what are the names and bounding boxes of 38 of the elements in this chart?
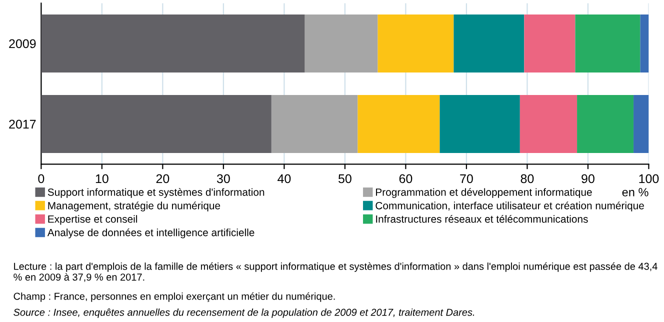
bar: [640, 14, 649, 72]
y-tick-label: 2009: [9, 39, 36, 48]
legend-label: Support informatique et systèmes d'information: [48, 188, 264, 198]
bar: [41, 94, 272, 153]
bar: [577, 94, 634, 153]
x-axis-title: en %: [622, 188, 648, 196]
x-tick-label: 40: [278, 174, 291, 184]
bar: [41, 14, 305, 72]
x-tick-label: 100: [639, 174, 659, 184]
bar: [520, 94, 578, 153]
x-tick-label: 90: [582, 174, 594, 184]
source-note: Source : Insee, enquêtes annuelles du recensement de la population de 2009 et 2017, traitement Dares.: [14, 308, 474, 318]
x-tick-label: 0: [38, 174, 44, 184]
x-tick-label: 80: [520, 174, 534, 184]
x-tick-label: 60: [399, 174, 412, 184]
bar: [304, 14, 378, 72]
bar: [575, 14, 640, 72]
bar: [271, 94, 358, 153]
text: Champ : France, personnes en emploi exerçant un métier du numérique.: [14, 292, 335, 302]
legend-label: Infrastructures réseaux et télécommunications: [376, 214, 588, 223]
legend-label: Expertise et conseil: [48, 215, 138, 225]
x-tick-label: 20: [156, 174, 170, 184]
text: Lecture : la part d'emplois de la famille de métiers « support informatique et systèmes d'information » dans l'emploi numérique est passée de 43,4 % en 2009 à 37,9 % en 2017.: [14, 262, 658, 282]
legend-label: Analyse de données et intelligence artificielle: [47, 228, 254, 238]
bar: [358, 94, 440, 153]
bar: [440, 94, 520, 153]
x-tick-label: 10: [96, 174, 108, 184]
x-tick-label: 70: [460, 174, 473, 184]
x-tick-label: 30: [216, 174, 230, 184]
legend-label: Management, stratégie du numérique: [48, 202, 220, 212]
bar: [634, 94, 649, 153]
bar: [454, 14, 524, 72]
bar: [524, 14, 576, 72]
bar: [378, 14, 454, 72]
legend-label: Programmation et développement informatique: [376, 188, 592, 198]
y-tick-label: 2017: [9, 120, 36, 129]
legend-label: Communication, interface utilisateur et création numérique: [376, 202, 644, 212]
x-tick-label: 50: [338, 174, 352, 184]
